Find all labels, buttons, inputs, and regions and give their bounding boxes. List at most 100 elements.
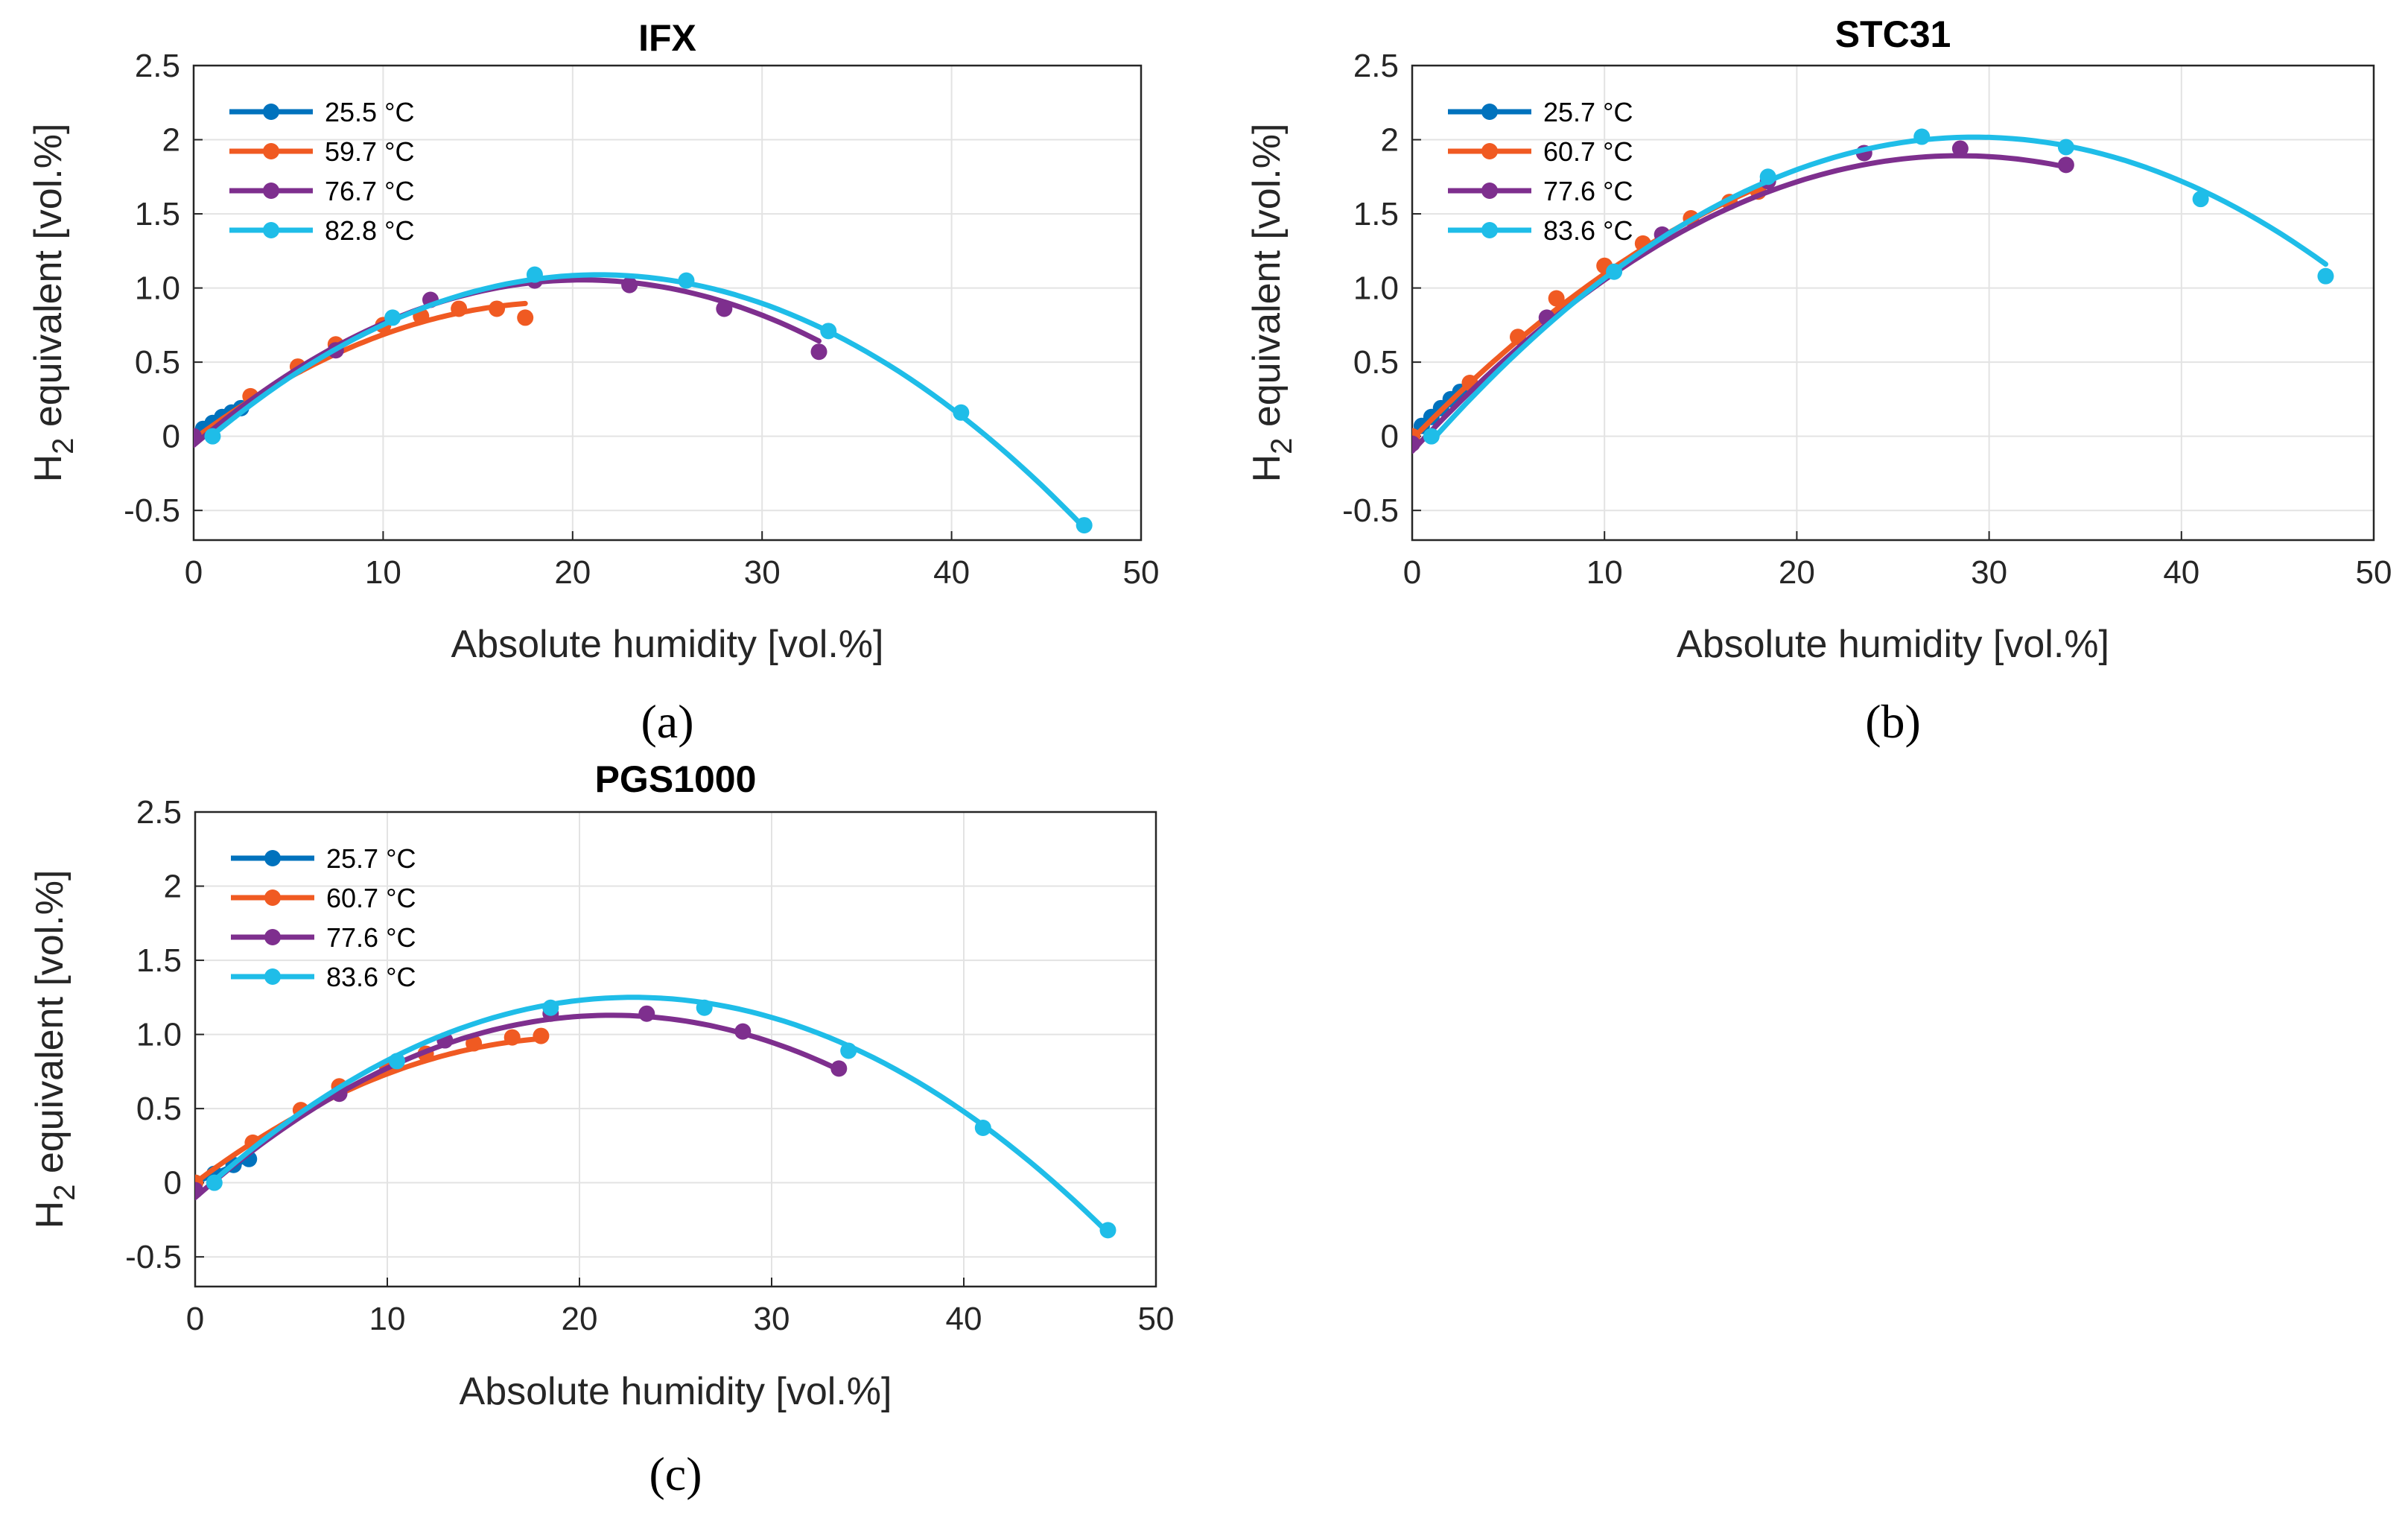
chart-c-series-3-point (974, 1120, 991, 1137)
chart-c-axes-box (194, 811, 1157, 1288)
chart-c-xtick-label: 30 (754, 1301, 790, 1337)
chart-c-ytick-label: -0.5 (125, 1239, 182, 1275)
chart-b-series-3-line (1429, 134, 2328, 444)
chart-b-series-3-point (2192, 191, 2209, 208)
chart-a-axes-box (192, 64, 1143, 542)
chart-c-legend-label-0: 25.7 °C (326, 843, 416, 874)
chart-a-series-1-point (451, 300, 468, 317)
chart-c-series-2-point (195, 1181, 203, 1199)
chart-b-legend-marker-2 (1481, 183, 1498, 199)
chart-c-legend-marker-3 (264, 968, 281, 985)
chart-panel-b: 0 10 20 30 40 50 -0.5 0 0.5 1.0 1.5 2 2.5 25.7 °C 60.7… (1204, 0, 2408, 756)
chart-c-series-1-point (503, 1029, 521, 1046)
chart-c-ytick-label: 1.5 (136, 942, 182, 979)
chart-c-series-2-point (830, 1060, 848, 1077)
chart-b-ytick-label: 2.5 (1353, 48, 1399, 84)
chart-b-legend-label-0: 25.7 °C (1543, 97, 1633, 127)
chart-b-ytick-label: 1.0 (1353, 270, 1399, 307)
chart-b-series-3-point (2057, 139, 2074, 156)
chart-c-ytick-label: 0 (164, 1165, 182, 1202)
chart-b-xtick-label: 20 (1779, 554, 1815, 591)
chart-b-legend-marker-3 (1481, 222, 1498, 238)
chart-c-ytick-label: 2.5 (136, 794, 182, 831)
chart-b-series-2-point (1951, 140, 1969, 157)
chart-b-xtick-label: 30 (1971, 554, 2007, 591)
chart-a-legend-label-1: 59.7 °C (325, 136, 414, 167)
chart-c-legend-marker-0 (264, 850, 281, 866)
chart-a-series-3-point (678, 272, 695, 289)
chart-a-ytick-label: 1.5 (135, 196, 180, 232)
chart-svg-pgs1000: 0 10 20 30 40 50-0.500.51.01.522.525.7 °C60.7… (28, 758, 1175, 1500)
chart-a-ylabel: H2 equivalent [vol.%] (27, 124, 80, 483)
chart-c-xtick-label: 0 (186, 1301, 204, 1337)
chart-a-series-3-point (953, 404, 970, 421)
chart-a-xlabel: Absolute humidity [vol.%] (451, 623, 884, 666)
chart-b-series-3-point (2317, 267, 2334, 285)
chart-a-xtick-label: 20 (554, 554, 591, 591)
chart-c-series-3-point (206, 1174, 223, 1191)
chart-a-ytick-label: 0 (162, 419, 180, 455)
chart-b-ytick-label: 2 (1381, 122, 1399, 159)
chart-b-series-1-point (1548, 290, 1565, 307)
chart-c-xlabel: Absolute humidity [vol.%] (460, 1370, 892, 1413)
chart-c-series-3-point (840, 1042, 857, 1059)
chart-a-series-3 (204, 266, 1093, 534)
chart-b-ytick-label: 0 (1381, 419, 1399, 455)
chart-svg-stc31: 0 10 20 30 40 50-0.500.51.01.522.525.7 °C60.7… (1245, 13, 2392, 748)
chart-a-series-3-point (384, 309, 401, 326)
chart-a-series-2-point (716, 300, 733, 317)
chart-b-xtick-label: 40 (2163, 554, 2199, 591)
chart-a-ytick-label: 1.0 (135, 270, 180, 307)
chart-a-series-2-point (621, 276, 638, 294)
chart-a-xtick-label: 40 (933, 554, 970, 591)
chart-c-series-3-point (388, 1053, 405, 1070)
chart-a-legend-marker-0 (263, 104, 279, 120)
chart-b-legend-label-1: 60.7 °C (1543, 136, 1633, 167)
chart-c-plot-area (195, 812, 1156, 1287)
chart-c-xtick-label: 40 (946, 1301, 982, 1337)
chart-a-legend-label-2: 76.7 °C (325, 176, 414, 206)
chart-a-xtick-label: 50 (1123, 554, 1160, 591)
chart-b-legend-marker-0 (1481, 104, 1498, 120)
chart-c-ytick-label: 1.0 (136, 1017, 182, 1053)
chart-c-title: PGS1000 (595, 758, 757, 800)
chart-a-title: IFX (638, 17, 696, 59)
chart-a-caption: (a) (641, 695, 693, 748)
chart-c-xtick-label: 50 (1138, 1301, 1175, 1337)
chart-c-series-3-line (212, 995, 1111, 1236)
chart-b-legend-marker-1 (1481, 143, 1498, 159)
chart-a-series-1-point (517, 309, 534, 326)
chart-c-xtick-label: 10 (369, 1301, 406, 1337)
chart-a-legend-marker-3 (263, 222, 279, 238)
chart-panel-c: 0 10 20 30 40 50 -0.5 0 0.5 1.0 1.5 2 2.5 25.7 °C 60.7… (0, 745, 1204, 1513)
chart-a-ytick-label: 0.5 (135, 344, 180, 381)
chart-b-series-2-point (1412, 435, 1420, 452)
chart-c-series-2-line (195, 1012, 842, 1201)
chart-a-xtick-label: 30 (744, 554, 781, 591)
chart-c-ylabel: H2 equivalent [vol.%] (28, 870, 81, 1229)
chart-a-series-1-point (489, 300, 506, 317)
chart-b-series-3-point (1913, 128, 1931, 145)
chart-a-series-3-point (1076, 517, 1093, 534)
chart-b-axes-box (1411, 64, 2375, 542)
chart-b-ytick-label: -0.5 (1342, 492, 1399, 529)
chart-b-ytick-label: 0.5 (1353, 344, 1399, 381)
chart-a-legend-label-0: 25.5 °C (325, 97, 414, 127)
chart-c-caption: (c) (649, 1447, 702, 1500)
chart-c-series-3-point (696, 999, 713, 1016)
chart-a-xtick-label: 0 (185, 554, 203, 591)
chart-a-series-3-line (209, 272, 1087, 530)
chart-c-legend-label-2: 77.6 °C (326, 922, 416, 953)
chart-c-series-2-point (638, 1005, 655, 1022)
chart-c-series-2-point (734, 1023, 752, 1040)
chart-a-series-3-point (204, 428, 221, 445)
chart-a-legend-label-3: 82.8 °C (325, 215, 414, 246)
chart-a-series-2-point (194, 428, 202, 445)
chart-a-series-3-point (526, 266, 543, 283)
chart-b-series-3-point (1423, 428, 1440, 445)
chart-b-xtick-label: 0 (1403, 554, 1421, 591)
chart-a-ytick-label: 2.5 (135, 48, 180, 84)
chart-b-xtick-label: 10 (1586, 554, 1623, 591)
chart-a-ytick-label: 2 (162, 122, 180, 159)
chart-c-series-1-point (466, 1035, 483, 1052)
